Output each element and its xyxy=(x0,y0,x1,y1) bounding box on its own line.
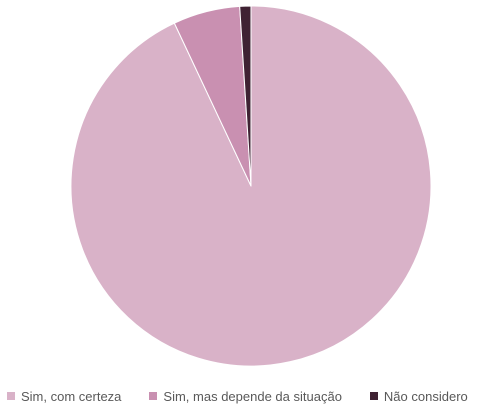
legend-item-sim-mas-depende: Sim, mas depende da situação xyxy=(149,389,342,404)
pie-slices xyxy=(70,5,432,367)
legend-swatch xyxy=(369,392,378,400)
chart-legend: Sim, com certeza Sim, mas depende da sit… xyxy=(0,384,499,408)
legend-label: Sim, com certeza xyxy=(21,388,122,404)
legend-label: Não considero xyxy=(383,388,468,404)
legend-item-sim-com-certeza: Sim, com certeza xyxy=(7,389,121,404)
legend-item-nao-considero: Não considero xyxy=(369,388,468,404)
legend-label: Sim, mas depende da situação xyxy=(163,388,342,404)
pie-slice-2 xyxy=(239,5,252,187)
legend-swatch xyxy=(7,392,15,400)
legend-swatch xyxy=(149,392,158,400)
